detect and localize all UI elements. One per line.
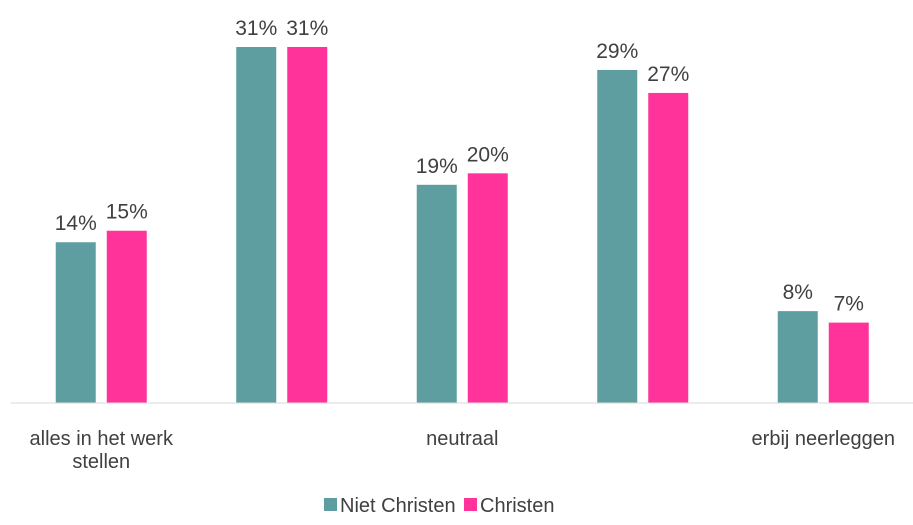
data-label: 15% xyxy=(106,201,148,224)
category-label: neutraal xyxy=(426,428,498,450)
bar-christen-3 xyxy=(648,92,689,403)
category-label: stellen xyxy=(72,451,130,473)
bar-niet-christen-3 xyxy=(597,69,638,403)
bar-niet-christen-1 xyxy=(236,47,277,403)
legend-swatch-niet-christen xyxy=(324,498,337,511)
legend-label: Christen xyxy=(480,495,554,517)
bar-christen-0 xyxy=(106,230,147,403)
data-label: 8% xyxy=(783,281,813,304)
data-label: 31% xyxy=(286,17,328,40)
data-label: 19% xyxy=(416,155,458,178)
bar-christen-2 xyxy=(467,173,508,403)
data-label: 29% xyxy=(596,40,638,63)
bar-christen-1 xyxy=(287,47,328,403)
data-label: 7% xyxy=(834,293,864,316)
bar-christen-4 xyxy=(828,322,869,403)
category-label: erbij neerleggen xyxy=(752,428,895,450)
bar-niet-christen-4 xyxy=(777,311,818,403)
data-label: 14% xyxy=(55,212,97,235)
legend-swatch-christen xyxy=(464,498,477,511)
bar-niet-christen-0 xyxy=(55,242,96,403)
data-labels-group: 14% 15% 31% 31% 19% 20% 29% 27% 8% 7% xyxy=(55,17,864,316)
legend-label: Niet Christen xyxy=(340,495,456,517)
category-label: alles in het werk xyxy=(30,428,174,450)
data-label: 31% xyxy=(235,17,277,40)
data-label: 20% xyxy=(467,143,509,166)
legend: Niet Christen Christen xyxy=(324,495,554,517)
bars-group xyxy=(55,47,869,403)
bar-niet-christen-2 xyxy=(416,184,457,403)
data-label: 27% xyxy=(647,63,689,86)
